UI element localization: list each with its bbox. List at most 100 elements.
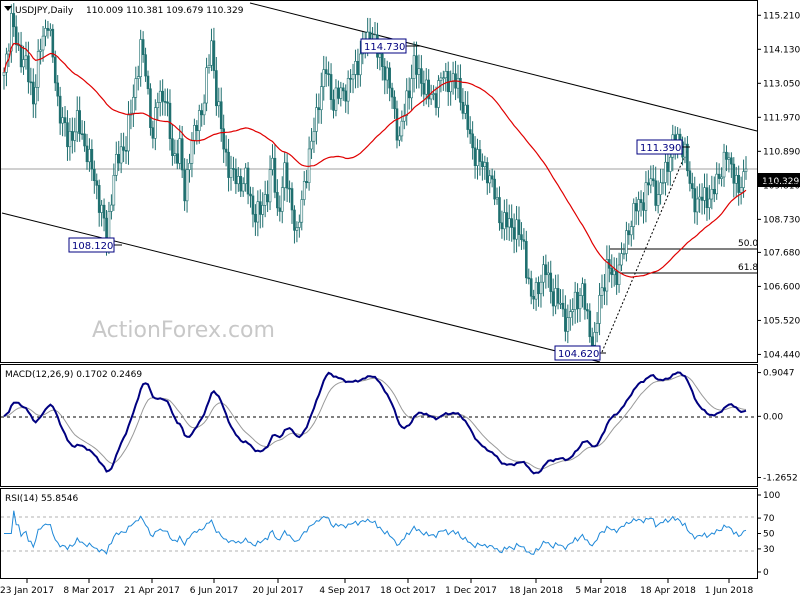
candle-body: [405, 90, 409, 116]
candle-body: [700, 196, 704, 201]
candle-body: [395, 108, 399, 141]
candle-body: [244, 167, 247, 185]
candle-body: [710, 188, 714, 200]
candle-body: [471, 133, 474, 149]
candle-body: [19, 44, 23, 68]
candle-body: [110, 204, 113, 212]
time-tick-label: 1 Jun 2018: [705, 586, 754, 596]
candle-body: [10, 13, 13, 52]
candle-body: [278, 207, 282, 212]
candle-body: [239, 176, 243, 192]
candle-body: [698, 196, 701, 200]
candle-body: [41, 35, 45, 51]
candle-body: [27, 55, 30, 83]
candle-body: [205, 67, 208, 104]
candle-body: [717, 173, 721, 179]
candle-body: [276, 192, 279, 209]
low-2017-label: 108.120: [72, 241, 113, 252]
candle-body: [730, 157, 733, 165]
candle-body: [722, 151, 726, 178]
candle-body: [737, 175, 740, 193]
candle-body: [634, 203, 638, 212]
candle-body: [227, 151, 230, 178]
candle-body: [351, 74, 355, 80]
price-tick-label: 114.130: [763, 45, 800, 55]
candle-body: [51, 28, 55, 58]
candle-body: [669, 156, 672, 172]
candle-body: [317, 107, 321, 111]
candle-body: [156, 102, 160, 108]
candle-body: [251, 195, 255, 215]
candle-body: [283, 162, 286, 188]
candle-body: [344, 90, 348, 102]
candle-body: [742, 171, 745, 188]
candle-body: [346, 78, 350, 102]
rsi-tick-label: 50: [763, 530, 775, 540]
candle-body: [505, 212, 509, 228]
candle-body: [586, 309, 589, 312]
candle-body: [532, 295, 535, 300]
candle-body: [444, 71, 448, 79]
candle-body: [593, 331, 596, 346]
candle-body: [315, 107, 318, 132]
candle-body: [341, 87, 345, 92]
candle-body: [390, 87, 394, 98]
price-tick-label: 107.680: [763, 248, 800, 258]
time-tick-label: 6 Jun 2017: [190, 586, 238, 596]
dropdown-triangle-icon[interactable]: [4, 6, 12, 11]
candle-body: [61, 117, 64, 124]
candle-body: [571, 309, 575, 312]
candle-body: [612, 270, 616, 276]
candle-body: [551, 291, 555, 307]
macd-panel: [0, 364, 758, 487]
candle-body: [114, 154, 118, 176]
candle-body: [290, 188, 294, 211]
candle-body: [66, 122, 69, 148]
candle-body: [171, 138, 174, 156]
low-2018-box: [554, 345, 601, 361]
candle-body: [712, 188, 716, 195]
low-2018-label: 104.620: [558, 349, 599, 360]
candle-body: [388, 67, 391, 89]
candle-body: [44, 28, 47, 37]
candle-body: [476, 149, 479, 166]
candle-body: [320, 86, 323, 111]
candle-body: [298, 221, 301, 228]
candle-body: [383, 66, 387, 81]
candle-body: [219, 101, 223, 130]
candle-body: [542, 264, 545, 283]
candle-body: [212, 40, 216, 71]
candle-body: [224, 148, 228, 153]
candle-body: [132, 97, 135, 114]
candle-body: [95, 180, 99, 186]
price-tick-label: 111.970: [763, 113, 800, 123]
candle-body: [119, 146, 123, 164]
candle-body: [727, 157, 731, 160]
candle-body: [34, 87, 38, 105]
candle-body: [527, 277, 531, 280]
candle-body: [605, 259, 609, 292]
candle-body: [590, 336, 594, 346]
candle-body: [588, 310, 592, 338]
candle-body: [566, 317, 570, 332]
candle-body: [556, 288, 560, 304]
candle-body: [664, 161, 667, 183]
price-tick-label: 109.810: [763, 181, 800, 191]
rsi-tick-label: 30: [763, 545, 775, 555]
candle-body: [100, 204, 103, 213]
candle-body: [56, 82, 59, 97]
high-2018-box: [636, 139, 683, 155]
candle-body: [300, 199, 304, 223]
candle-body: [68, 131, 72, 148]
candle-body: [424, 79, 428, 95]
candle-body: [122, 146, 125, 151]
current-price-text: 110.329: [762, 177, 799, 187]
candle-body: [568, 311, 572, 319]
candle-body: [29, 81, 33, 84]
candle-body: [415, 55, 418, 75]
candle-body: [312, 131, 316, 142]
candle-body: [546, 272, 550, 276]
candle-body: [642, 202, 645, 211]
candle-body: [522, 239, 526, 242]
candle-body: [178, 138, 182, 164]
